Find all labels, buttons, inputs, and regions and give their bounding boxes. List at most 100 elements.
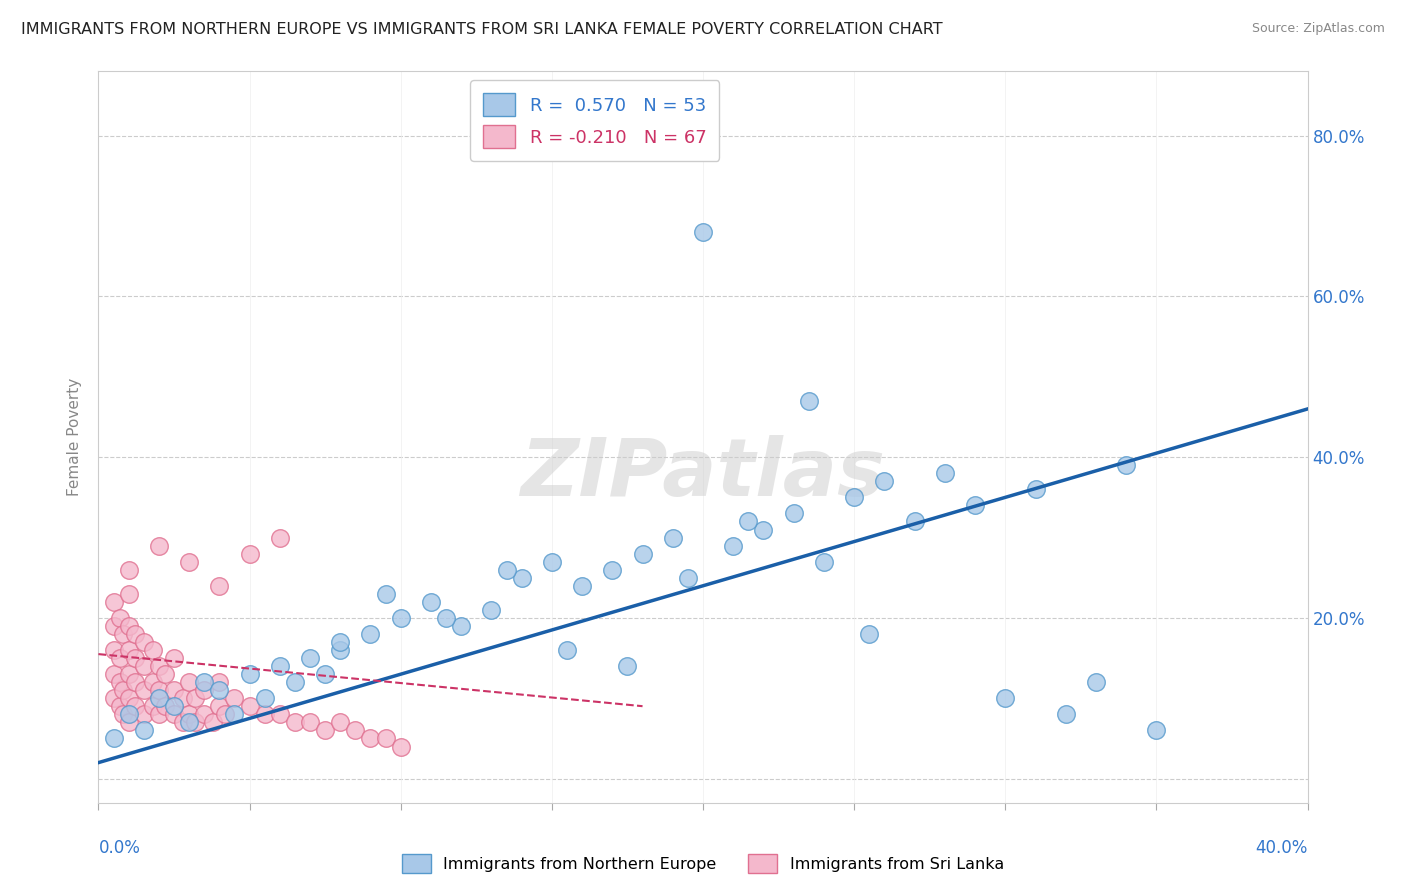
Point	[314, 723, 336, 738]
Point	[420, 595, 443, 609]
Text: Source: ZipAtlas.com: Source: ZipAtlas.com	[1251, 22, 1385, 36]
Point	[111, 683, 134, 698]
Point	[1085, 675, 1108, 690]
Point	[148, 707, 170, 722]
Point	[602, 563, 624, 577]
Point	[616, 659, 638, 673]
Point	[163, 699, 186, 714]
Point	[1054, 707, 1077, 722]
Point	[450, 619, 472, 633]
Point	[179, 555, 201, 569]
Point	[555, 643, 578, 657]
Point	[314, 667, 336, 681]
Point	[118, 563, 141, 577]
Point	[184, 691, 207, 706]
Point	[179, 707, 201, 722]
Point	[103, 595, 125, 609]
Point	[540, 555, 562, 569]
Point	[299, 715, 322, 730]
Point	[193, 707, 215, 722]
Point	[269, 531, 291, 545]
Point	[239, 699, 262, 714]
Point	[723, 539, 745, 553]
Point	[676, 571, 699, 585]
Point	[481, 603, 503, 617]
Point	[132, 683, 155, 698]
Point	[374, 731, 396, 746]
Point	[253, 707, 276, 722]
Point	[904, 515, 927, 529]
Point	[103, 667, 125, 681]
Point	[118, 587, 141, 601]
Point	[661, 531, 683, 545]
Point	[179, 715, 201, 730]
Text: 40.0%: 40.0%	[1256, 839, 1308, 857]
Point	[124, 627, 146, 641]
Point	[389, 739, 412, 754]
Point	[163, 651, 186, 665]
Point	[965, 499, 987, 513]
Point	[153, 699, 176, 714]
Point	[124, 675, 146, 690]
Point	[1024, 483, 1046, 497]
Point	[111, 627, 134, 641]
Text: IMMIGRANTS FROM NORTHERN EUROPE VS IMMIGRANTS FROM SRI LANKA FEMALE POVERTY CORR: IMMIGRANTS FROM NORTHERN EUROPE VS IMMIG…	[21, 22, 942, 37]
Point	[193, 675, 215, 690]
Point	[873, 475, 896, 489]
Point	[111, 707, 134, 722]
Point	[153, 667, 176, 681]
Point	[184, 715, 207, 730]
Point	[844, 491, 866, 505]
Point	[108, 675, 131, 690]
Point	[163, 707, 186, 722]
Point	[142, 699, 165, 714]
Legend: R =  0.570   N = 53, R = -0.210   N = 67: R = 0.570 N = 53, R = -0.210 N = 67	[470, 80, 718, 161]
Point	[208, 579, 231, 593]
Point	[172, 691, 194, 706]
Point	[118, 619, 141, 633]
Point	[103, 691, 125, 706]
Legend: Immigrants from Northern Europe, Immigrants from Sri Lanka: Immigrants from Northern Europe, Immigra…	[395, 847, 1011, 880]
Point	[934, 467, 956, 481]
Point	[631, 547, 654, 561]
Point	[103, 643, 125, 657]
Point	[118, 707, 141, 722]
Point	[163, 683, 186, 698]
Point	[239, 547, 262, 561]
Point	[434, 611, 457, 625]
Point	[329, 715, 352, 730]
Point	[374, 587, 396, 601]
Point	[389, 611, 412, 625]
Point	[103, 619, 125, 633]
Text: ZIPatlas: ZIPatlas	[520, 434, 886, 513]
Point	[284, 675, 307, 690]
Point	[118, 667, 141, 681]
Point	[214, 707, 236, 722]
Point	[269, 659, 291, 673]
Point	[329, 643, 352, 657]
Point	[148, 539, 170, 553]
Point	[510, 571, 533, 585]
Point	[571, 579, 593, 593]
Point	[193, 683, 215, 698]
Point	[360, 627, 382, 641]
Point	[108, 699, 131, 714]
Point	[692, 225, 714, 239]
Point	[797, 393, 820, 408]
Point	[284, 715, 307, 730]
Point	[148, 683, 170, 698]
Point	[148, 659, 170, 673]
Point	[299, 651, 322, 665]
Point	[132, 635, 155, 649]
Point	[132, 723, 155, 738]
Point	[1144, 723, 1167, 738]
Point	[994, 691, 1017, 706]
Point	[813, 555, 835, 569]
Point	[103, 731, 125, 746]
Point	[224, 707, 246, 722]
Point	[118, 715, 141, 730]
Point	[208, 699, 231, 714]
Point	[1115, 458, 1137, 473]
Point	[132, 707, 155, 722]
Point	[118, 691, 141, 706]
